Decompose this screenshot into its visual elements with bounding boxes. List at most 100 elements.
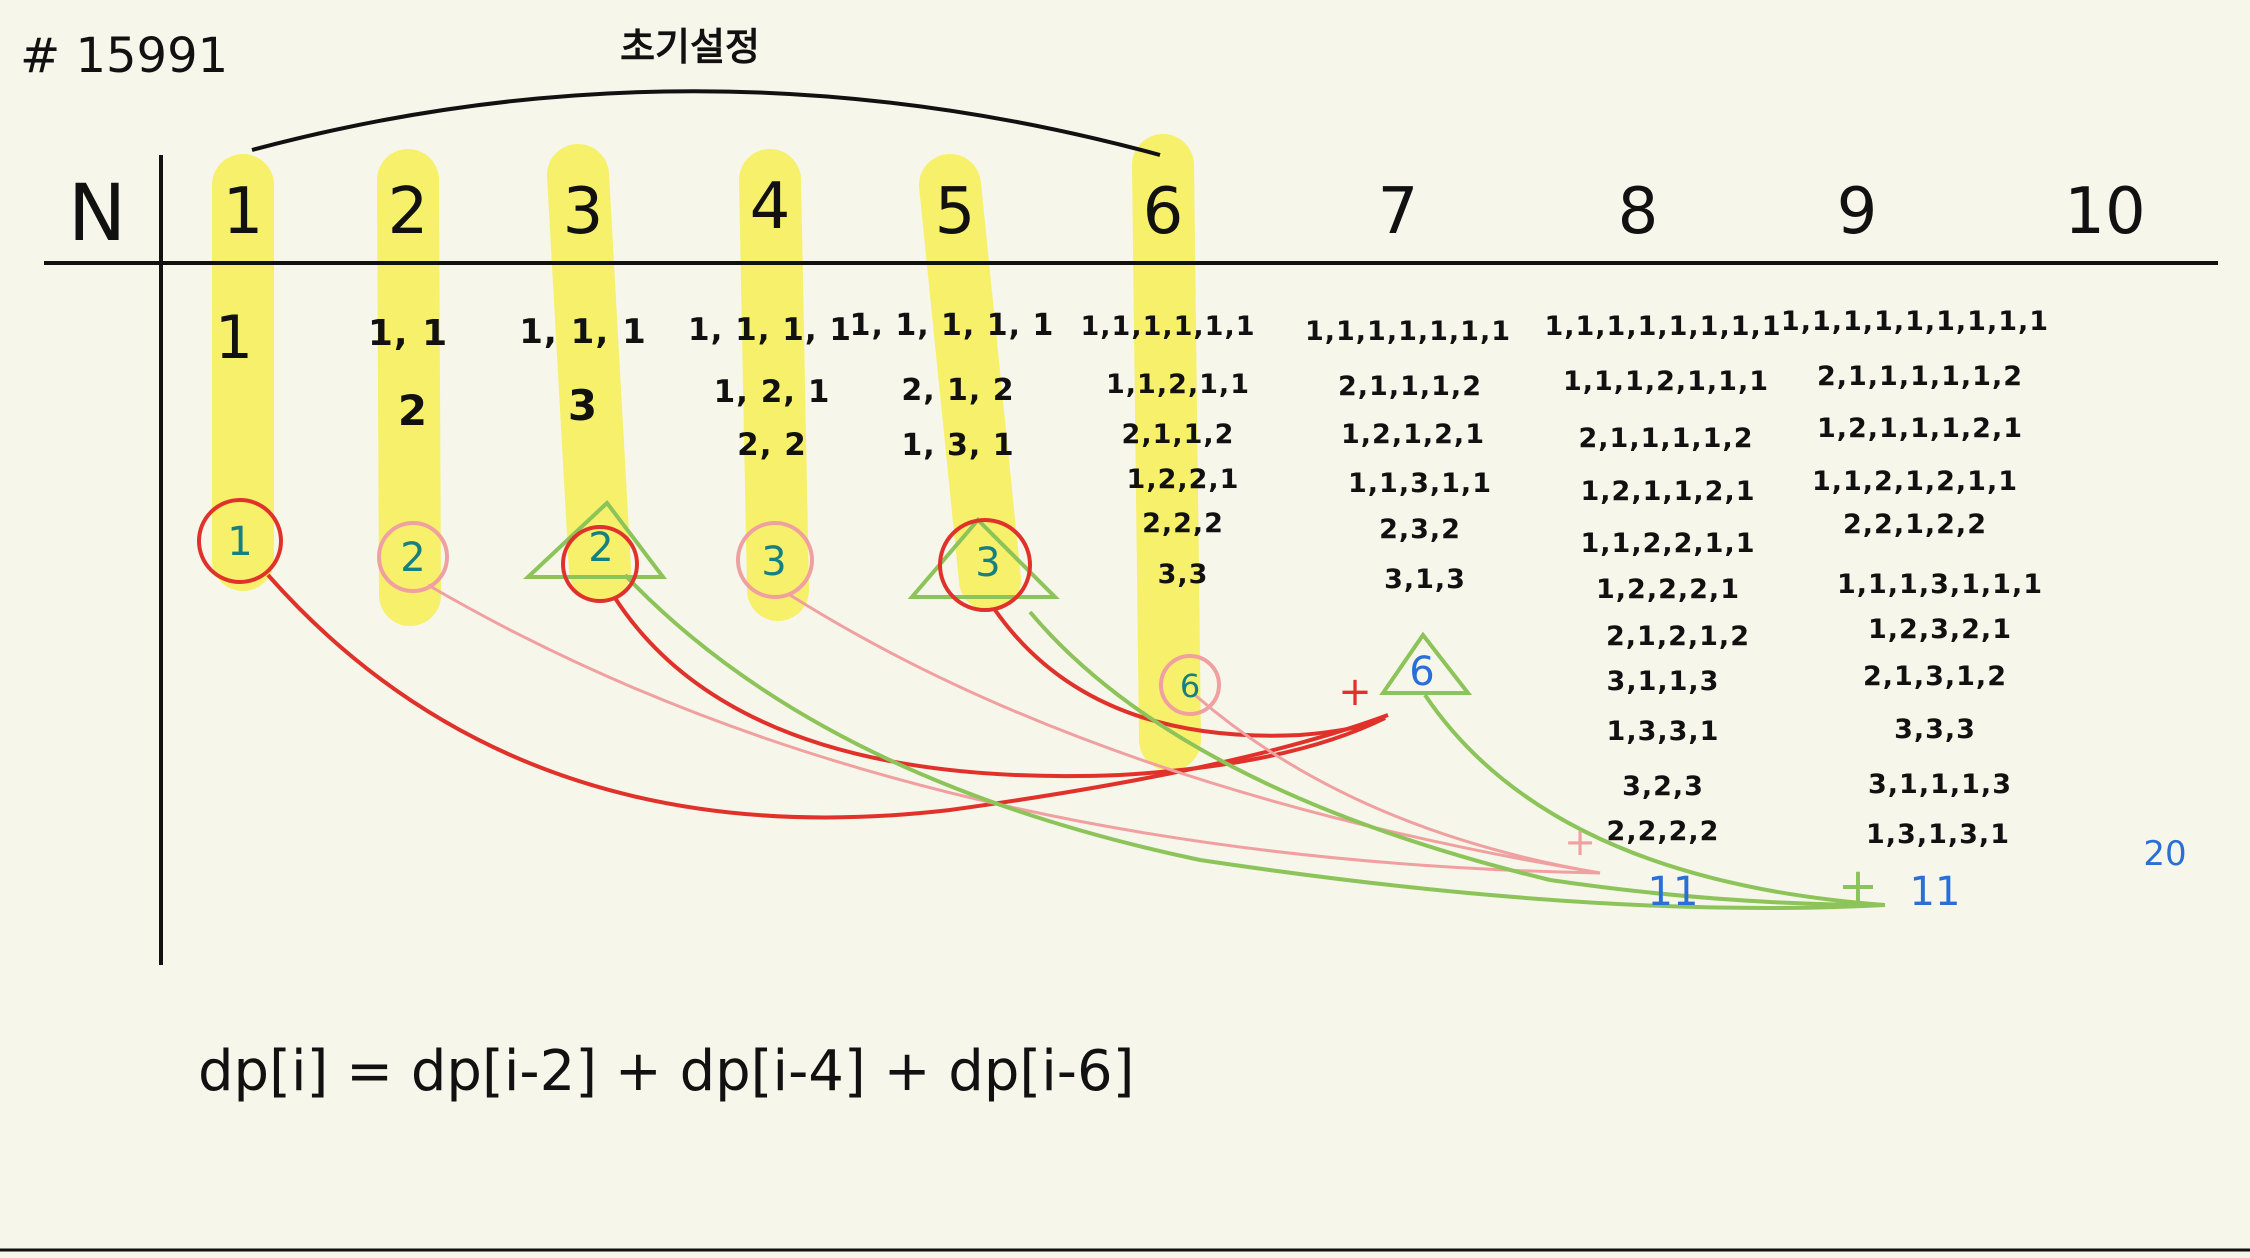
column-2-combos: 1, 1 2 — [368, 313, 448, 435]
combo-text: 1,3,3,1 — [1607, 716, 1720, 747]
combo-text: 2, 2 — [737, 427, 807, 463]
red-curve-from-3 — [613, 596, 1386, 779]
combo-text: 1, 1, 1 — [519, 312, 646, 352]
combo-text: 1,1,2,1,1 — [1106, 369, 1250, 400]
red-connection-curves — [266, 573, 1389, 820]
combo-text: 1 — [215, 303, 253, 373]
pink-curve-from-4 — [789, 593, 1601, 875]
plus-sign-red: + — [1338, 669, 1372, 715]
red-curve-from-5 — [993, 608, 1386, 738]
plus-sign-pink: + — [1564, 820, 1596, 864]
column-number: 10 — [2064, 175, 2145, 249]
recurrence-formula: dp[i] = dp[i-2] + dp[i-4] + dp[i-6] — [198, 1039, 1134, 1104]
column-number: 1 — [223, 175, 264, 249]
column-number: 7 — [1378, 175, 1419, 249]
green-triangle-marker — [907, 517, 1060, 599]
combo-text: 2,1,3,1,2 — [1863, 661, 2007, 692]
green-triangle-marker — [1379, 631, 1473, 695]
combo-text: 1,2,2,2,1 — [1596, 574, 1740, 605]
combo-text: 2,2,1,2,2 — [1843, 509, 1987, 540]
combo-text: 2,1,1,1,1,2 — [1578, 423, 1753, 454]
count-value: 11 — [1648, 869, 1699, 915]
combo-text: 2,1,2,1,2 — [1606, 621, 1750, 652]
highlight-col-6 — [1132, 134, 1201, 771]
green-curve-from-3 — [623, 573, 1886, 910]
column-number: 2 — [388, 175, 429, 249]
plus-sign-green: + — [1838, 858, 1878, 914]
column-number: 3 — [563, 175, 604, 249]
count-value: 2 — [588, 525, 613, 571]
combo-text: 1, 1, 1, 1, 1 — [850, 308, 1055, 343]
combo-text: 2,1,1,1,2 — [1338, 371, 1482, 402]
pink-curve-from-2 — [427, 583, 1601, 875]
pink-curve-from-6 — [1194, 693, 1601, 875]
count-value: 2 — [400, 535, 425, 581]
count-value: 6 — [1180, 667, 1200, 705]
highlight-col-3 — [547, 144, 631, 601]
combo-text: 1,3,1,3,1 — [1866, 819, 2010, 850]
pink-circle-marker — [377, 521, 449, 593]
initial-setup-bracket — [251, 89, 1161, 157]
combo-text: 3,1,1,1,3 — [1868, 769, 2012, 800]
column-5-combos: 1, 1, 1, 1, 1 2, 1, 2 1, 3, 1 — [850, 308, 1055, 463]
combo-text: 1,2,1,2,1 — [1341, 419, 1485, 450]
combo-text: 1, 3, 1 — [901, 428, 1014, 463]
count-markers — [197, 498, 1473, 716]
combo-text: 1,2,2,1 — [1127, 464, 1240, 495]
combo-text: 1,2,3,2,1 — [1868, 614, 2012, 645]
combo-text: 1, 1 — [368, 313, 448, 354]
combo-text: 2,1,1,2 — [1122, 419, 1235, 450]
combo-text: 2,3,2 — [1379, 514, 1461, 545]
green-curve-from-5 — [1028, 610, 1886, 907]
combo-text: 1,1,1,1,1,1,1,1 — [1544, 311, 1781, 342]
combo-text: 1,1,1,2,1,1,1 — [1563, 366, 1769, 397]
combo-text: 3,3 — [1158, 559, 1209, 590]
header-title: 초기설정 — [620, 25, 760, 69]
combo-text: 1, 1, 1, 1 — [688, 312, 852, 348]
combo-text: 1,1,2,1,2,1,1 — [1812, 466, 2018, 497]
green-curve-from-7 — [1423, 693, 1886, 907]
green-triangle-marker — [522, 500, 668, 579]
pink-connection-curves — [427, 583, 1601, 875]
row-label-n: N — [68, 169, 126, 259]
column-1-combos: 1 — [215, 303, 253, 373]
highlight-col-2 — [377, 149, 441, 626]
highlight-group — [212, 134, 1201, 771]
count-value: 3 — [761, 539, 786, 585]
count-value: 3 — [975, 540, 1000, 586]
column-7-combos: 1,1,1,1,1,1,1 2,1,1,1,2 1,2,1,2,1 1,1,3,… — [1305, 316, 1511, 595]
combo-text: 3,2,3 — [1622, 771, 1704, 802]
red-curve-from-1 — [266, 573, 1389, 820]
column-9-combos: 1,1,1,1,1,1,1,1,1 2,1,1,1,1,1,2 1,2,1,1,… — [1781, 306, 2048, 850]
combo-text: 1,1,3,1,1 — [1348, 468, 1492, 499]
count-value: 6 — [1409, 649, 1434, 695]
red-circle-marker — [561, 525, 639, 603]
column-headers: 1 2 3 4 5 6 7 8 9 10 — [223, 170, 2146, 249]
column-number: 6 — [1143, 175, 1184, 249]
column-number: 8 — [1618, 175, 1659, 249]
count-value: 1 — [227, 519, 252, 565]
pink-circle-marker — [1159, 654, 1221, 716]
combo-text: 2,2,2 — [1142, 508, 1224, 539]
red-circle-marker — [197, 498, 283, 584]
count-value: 11 — [1910, 869, 1961, 915]
highlight-col-5 — [919, 154, 1021, 611]
green-connection-curves — [623, 573, 1886, 910]
combo-text: 2, 1, 2 — [901, 373, 1014, 408]
column-8-combos: 1,1,1,1,1,1,1,1 1,1,1,2,1,1,1 2,1,1,1,1,… — [1544, 311, 1781, 847]
pink-circle-marker — [736, 521, 814, 599]
column-number: 5 — [935, 175, 976, 249]
red-circle-marker — [938, 518, 1032, 612]
combo-text: 1, 2, 1 — [714, 374, 831, 410]
combo-text: 1,1,1,1,1,1,1 — [1305, 316, 1511, 347]
combo-text: 1,1,2,2,1,1 — [1580, 528, 1755, 559]
combo-text: 2 — [398, 386, 428, 435]
column-3-combos: 1, 1, 1 3 — [519, 312, 646, 430]
combo-text: 2,2,2,2 — [1607, 816, 1720, 847]
combo-text: 1,2,1,1,2,1 — [1580, 476, 1755, 507]
count-value: 20 — [2143, 834, 2186, 874]
column-4-combos: 1, 1, 1, 1 1, 2, 1 2, 2 — [688, 312, 852, 463]
column-number: 4 — [750, 170, 791, 244]
combo-text: 3,1,3 — [1384, 564, 1466, 595]
